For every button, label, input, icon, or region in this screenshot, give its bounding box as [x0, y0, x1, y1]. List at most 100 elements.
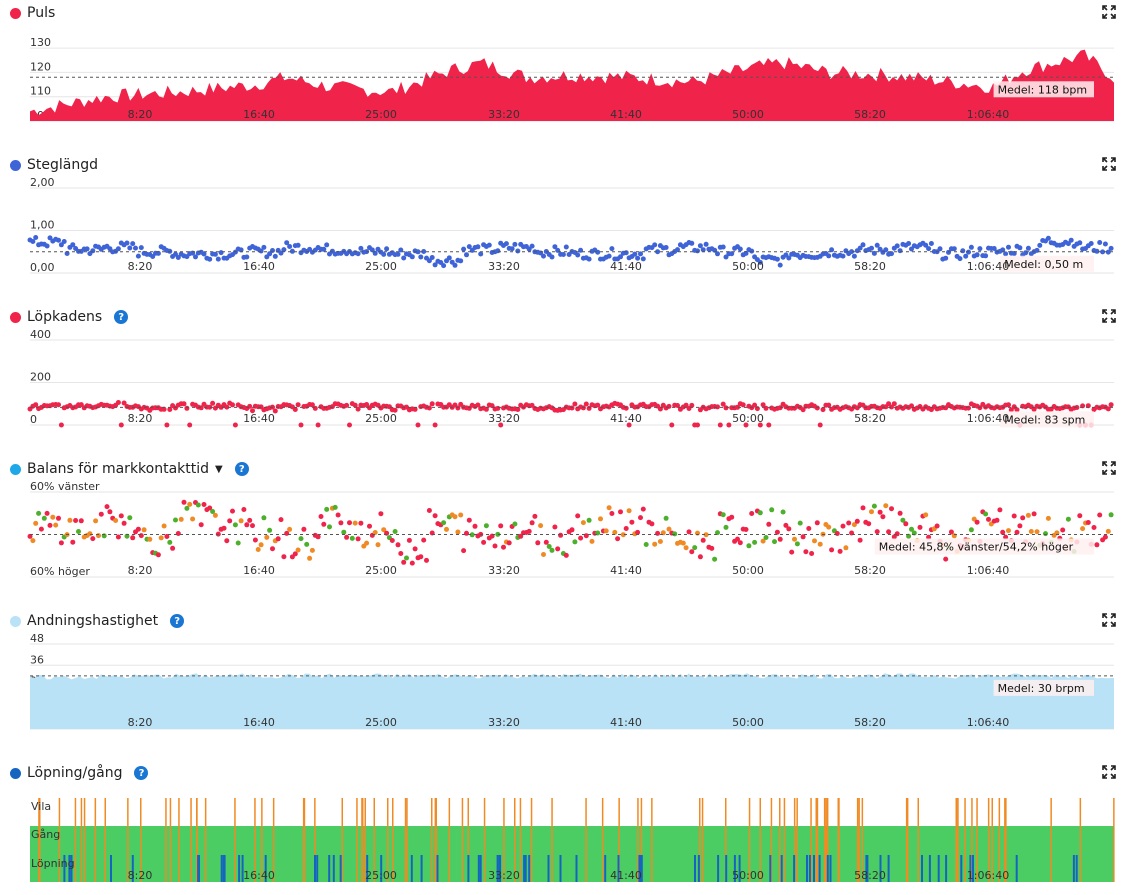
data-point	[529, 520, 535, 526]
data-point	[532, 513, 538, 519]
data-point	[1105, 249, 1111, 255]
x-tick-label: 1:06:40	[967, 260, 1009, 273]
data-point	[1006, 528, 1011, 534]
data-point	[244, 522, 250, 528]
data-point	[675, 247, 680, 253]
data-point	[575, 252, 581, 258]
data-point	[212, 251, 218, 257]
rest-segment	[435, 798, 437, 882]
data-point	[652, 541, 658, 547]
expand-icon[interactable]	[1102, 613, 1116, 627]
run-segment	[969, 855, 972, 882]
data-point	[466, 244, 472, 250]
data-point	[723, 254, 729, 260]
caret-down-icon[interactable]: ▼	[215, 463, 223, 475]
data-point	[244, 254, 250, 260]
data-point	[127, 515, 133, 521]
data-point	[512, 521, 518, 527]
x-tick-label: 58:20	[854, 260, 886, 273]
expand-icon[interactable]	[1102, 309, 1116, 323]
data-point	[258, 542, 264, 548]
data-point	[76, 529, 81, 534]
rest-segment	[793, 798, 796, 882]
expand-icon[interactable]	[1102, 765, 1116, 779]
help-icon[interactable]: ?	[170, 614, 185, 628]
data-point	[498, 523, 504, 529]
x-tick-label: 1:06:40	[967, 716, 1009, 729]
run-segment	[960, 855, 963, 882]
data-point	[193, 254, 198, 260]
data-point	[230, 402, 235, 408]
data-point	[903, 521, 909, 527]
data-point	[609, 246, 615, 252]
data-point	[33, 402, 39, 408]
data-point	[866, 521, 872, 527]
data-point	[618, 254, 623, 260]
data-point	[1037, 242, 1043, 248]
y-tick-label: 60% höger	[30, 565, 90, 578]
y-tick-label: 36	[30, 653, 44, 666]
data-point	[986, 516, 991, 522]
data-point	[230, 508, 235, 514]
data-point	[757, 422, 763, 428]
data-point	[546, 544, 552, 549]
data-point	[655, 530, 661, 536]
data-point	[817, 541, 823, 547]
run-segment	[808, 855, 811, 882]
chart-panel-puls: Puls 130120110100Medel: 118 bpm8:2016:40…	[0, 0, 1128, 152]
data-point	[218, 250, 224, 256]
data-point	[874, 242, 880, 248]
data-point	[757, 510, 763, 516]
x-tick-label: 33:20	[488, 260, 520, 273]
x-tick-label: 25:00	[365, 412, 397, 425]
run-segment	[198, 855, 200, 882]
rest-segment	[165, 798, 167, 882]
data-point	[1028, 529, 1034, 534]
data-point	[723, 405, 729, 411]
rest-segment	[364, 798, 366, 882]
data-point	[184, 405, 190, 411]
data-point	[344, 402, 350, 408]
data-point	[754, 406, 760, 412]
rest-segment	[190, 798, 192, 882]
help-icon[interactable]: ?	[134, 766, 149, 780]
data-point	[549, 547, 555, 553]
data-point	[743, 422, 749, 428]
data-point	[247, 403, 253, 409]
data-point	[358, 520, 364, 526]
data-point	[726, 422, 732, 428]
data-point	[1097, 240, 1103, 245]
x-tick-label: 8:20	[128, 108, 153, 121]
data-point	[392, 529, 398, 534]
data-point	[586, 517, 592, 523]
expand-icon[interactable]	[1102, 157, 1116, 171]
rest-segment	[519, 798, 522, 882]
data-point	[221, 525, 227, 531]
help-icon[interactable]: ?	[114, 310, 129, 324]
rest-segment	[640, 798, 643, 882]
data-point	[757, 259, 763, 265]
average-label-bg	[874, 538, 1094, 555]
expand-icon[interactable]	[1102, 461, 1116, 475]
data-point	[692, 545, 698, 551]
average-label: Medel: 118 bpm	[998, 83, 1087, 96]
run-segment	[366, 855, 369, 882]
expand-icon[interactable]	[1102, 5, 1116, 19]
data-point	[441, 263, 447, 269]
data-point	[663, 515, 669, 521]
run-segment	[524, 855, 527, 882]
data-point	[412, 406, 418, 412]
y-tick-label: 48	[30, 632, 44, 645]
help-icon[interactable]: ?	[234, 462, 249, 476]
data-point	[871, 250, 877, 256]
data-point	[695, 248, 700, 254]
data-point	[284, 530, 290, 536]
data-point	[1003, 251, 1009, 257]
legend-dot	[10, 767, 21, 779]
data-point	[324, 506, 330, 512]
x-tick-label: 25:00	[365, 869, 397, 882]
category-label: Vila	[31, 800, 51, 813]
data-point	[512, 241, 518, 247]
data-point	[817, 422, 823, 428]
data-point	[138, 245, 144, 251]
